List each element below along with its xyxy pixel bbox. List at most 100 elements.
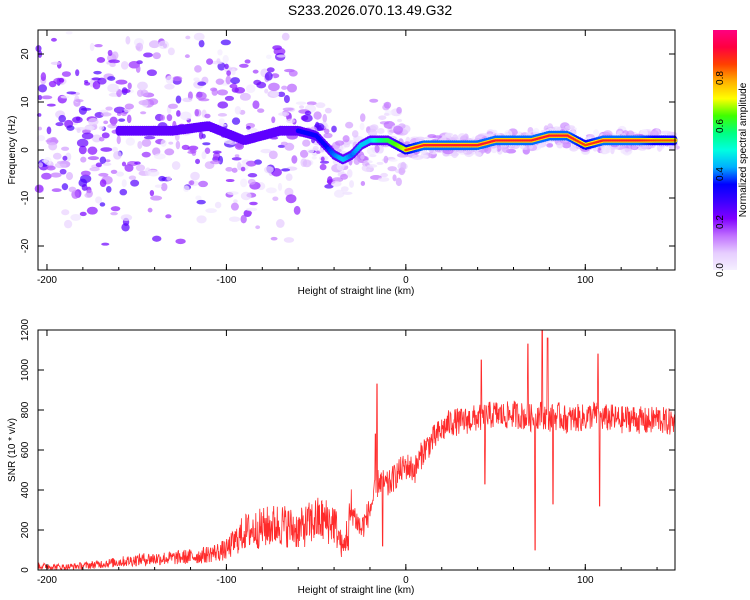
spectrogram-cell <box>353 156 361 165</box>
spectrogram-cell <box>383 101 392 109</box>
spectrogram-cell <box>143 52 153 58</box>
spectrogram-cell <box>100 112 112 117</box>
spectrogram-cell <box>87 146 98 155</box>
spectrogram-cell <box>342 135 350 143</box>
spectrogram-cell <box>116 88 122 98</box>
spectrogram-cell <box>60 95 70 99</box>
snr-x-tick-label: -200 <box>37 575 57 586</box>
spectrogram-cell <box>374 144 380 153</box>
spectrogram-cell <box>367 128 378 137</box>
spectrogram-cell <box>158 40 170 50</box>
spectrogram-cell <box>113 106 126 114</box>
spectrogram-cell <box>63 219 73 229</box>
spectrogram-cell <box>194 65 202 73</box>
spectrogram-cell <box>149 190 155 197</box>
spectrogram-cell <box>220 39 231 46</box>
spectrogram-cell <box>81 132 94 140</box>
spectrogram-cell <box>147 169 160 177</box>
spectrogram-cell <box>35 45 42 53</box>
spectrogram-cell <box>172 76 183 82</box>
spectrogram-cell <box>80 156 87 163</box>
spectrogram-cell <box>349 180 355 188</box>
spectrogram-cell <box>265 187 277 194</box>
spectrogram-cell <box>68 186 77 193</box>
spectrogram-cell <box>89 42 95 52</box>
spectrogram-cell <box>48 80 57 88</box>
spectrogram-cell <box>224 95 235 101</box>
spectrogram-cell <box>227 191 239 196</box>
spectrogram-cell <box>231 117 241 125</box>
snr-series-line <box>38 330 675 570</box>
spectrogram-cell <box>136 42 144 52</box>
spectrogram-cell <box>141 151 151 158</box>
spectrogram-cell <box>166 114 173 122</box>
spectrogram-cell <box>396 106 402 114</box>
spectrogram-cell <box>182 97 193 103</box>
spectrogram-cell <box>383 112 390 116</box>
spectrogram-cell <box>190 171 200 181</box>
spectrogram-cell <box>98 125 105 131</box>
spectrogram-cell <box>66 125 75 131</box>
spectrogram-cell <box>324 184 334 189</box>
spectrogram-cell <box>137 140 143 149</box>
spectrogram-cell <box>301 114 313 123</box>
spectrogram-cell <box>189 180 195 186</box>
spectrogram-cell <box>140 89 149 97</box>
colorbar-tick-label: 0.4 <box>715 167 726 181</box>
spectrogram-cell <box>546 143 554 148</box>
spectrogram-cell <box>175 238 186 245</box>
spectrogram-cell <box>195 195 202 201</box>
spectrogram-cell <box>415 136 426 141</box>
spectrogram-cell <box>474 151 482 157</box>
spectrogram-cell <box>497 146 508 150</box>
spectrogram-cell <box>74 99 84 103</box>
spectrogram-cell <box>180 111 192 121</box>
snr-y-axis-label: SNR (10 * v/v) <box>7 418 18 482</box>
spectrogram-cell <box>359 113 366 122</box>
spectrogram-cell <box>360 154 365 160</box>
spectrogram-cell <box>168 103 178 109</box>
spectrogram-cell <box>306 148 315 154</box>
spectrogram-cell <box>393 125 403 135</box>
snr-x-tick-label: 100 <box>577 575 594 586</box>
snr-y-tick-label: 1200 <box>20 318 31 341</box>
spectrogram-cell <box>58 77 65 83</box>
spectrogram-cell <box>101 242 110 246</box>
spectrogram-cell <box>311 156 317 160</box>
spectrogram-cell <box>281 85 288 90</box>
spectrogram-cell <box>327 176 333 185</box>
spectrogram-cell <box>288 69 298 77</box>
spectrogram-cell <box>369 98 379 103</box>
spectrogram-cell <box>72 116 83 124</box>
spectrogram-cell <box>293 205 301 215</box>
spectrogram-cell <box>55 122 64 127</box>
spectrogram-cell <box>383 155 389 164</box>
spectrogram-x-tick-label: -200 <box>37 275 57 286</box>
spectrogram-cell <box>50 172 62 178</box>
spectrogram-cell <box>195 158 201 165</box>
spectrogram-cell <box>268 82 280 92</box>
spectrogram-cell <box>234 86 246 94</box>
spectrogram-cell <box>257 108 265 113</box>
spectrogram-cell <box>214 201 222 209</box>
spectrogram-cell <box>225 178 235 183</box>
spectrogram-cell <box>165 75 174 85</box>
spectrogram-cell <box>183 185 190 193</box>
spectrogram-cell <box>247 173 258 178</box>
spectrogram-cell <box>306 101 317 106</box>
spectrogram-cell <box>175 140 181 150</box>
spectrogram-cell <box>160 114 166 121</box>
spectrogram-cell <box>81 184 88 191</box>
spectrogram-cell <box>111 146 118 153</box>
spectrogram-cell <box>312 145 319 151</box>
spectrogram-cell <box>91 134 102 143</box>
spectrogram-cell <box>126 114 132 124</box>
spectrogram-y-tick-label: 0 <box>20 147 31 153</box>
colorbar-tick-label: 0.2 <box>715 215 726 229</box>
spectrogram-cell <box>108 59 120 64</box>
spectrogram-cell <box>620 148 633 155</box>
spectrogram-cell <box>239 92 251 101</box>
spectrogram-cell <box>103 120 109 125</box>
spectrogram-cell <box>58 114 67 123</box>
spectrogram-cell <box>304 110 312 116</box>
